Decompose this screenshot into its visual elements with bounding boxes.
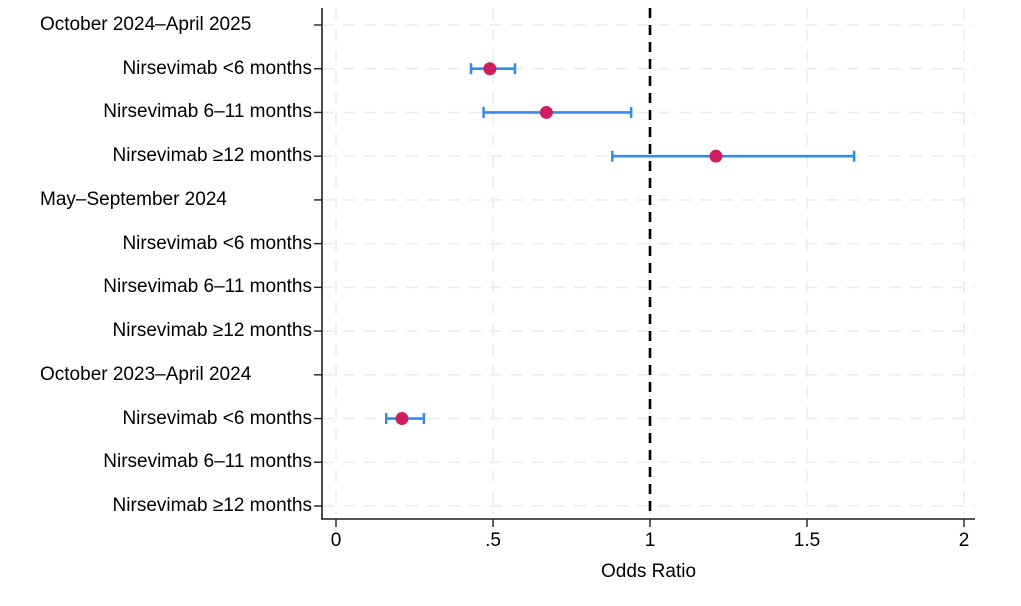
x-tick-label: 0	[330, 530, 342, 551]
row-label: Nirsevimab ≥12 months	[112, 494, 312, 516]
x-tick-label: 2	[958, 530, 970, 551]
row-label: Nirsevimab 6–11 months	[103, 101, 312, 123]
x-tick-label: 1	[644, 530, 656, 551]
point-estimate-marker	[483, 62, 497, 76]
point-estimate-marker	[395, 412, 409, 426]
group-header-label: May–September 2024	[40, 188, 227, 210]
group-header-label: October 2024–April 2025	[40, 14, 252, 35]
row-label: Nirsevimab ≥12 months	[112, 320, 312, 342]
x-tick-label: 1.5	[793, 530, 821, 551]
x-tick-label: .5	[485, 530, 501, 551]
row-label: Nirsevimab ≥12 months	[112, 145, 312, 167]
point-estimate-marker	[709, 149, 723, 163]
row-label: Nirsevimab 6–11 months	[103, 451, 312, 473]
x-axis-title: Odds Ratio	[600, 561, 697, 582]
group-header-label: October 2023–April 2024	[40, 363, 252, 385]
row-label: Nirsevimab <6 months	[122, 232, 312, 254]
row-label: Nirsevimab <6 months	[122, 57, 312, 79]
point-estimate-marker	[539, 105, 553, 119]
row-label: Nirsevimab 6–11 months	[103, 276, 312, 298]
row-label: Nirsevimab <6 months	[122, 407, 312, 429]
